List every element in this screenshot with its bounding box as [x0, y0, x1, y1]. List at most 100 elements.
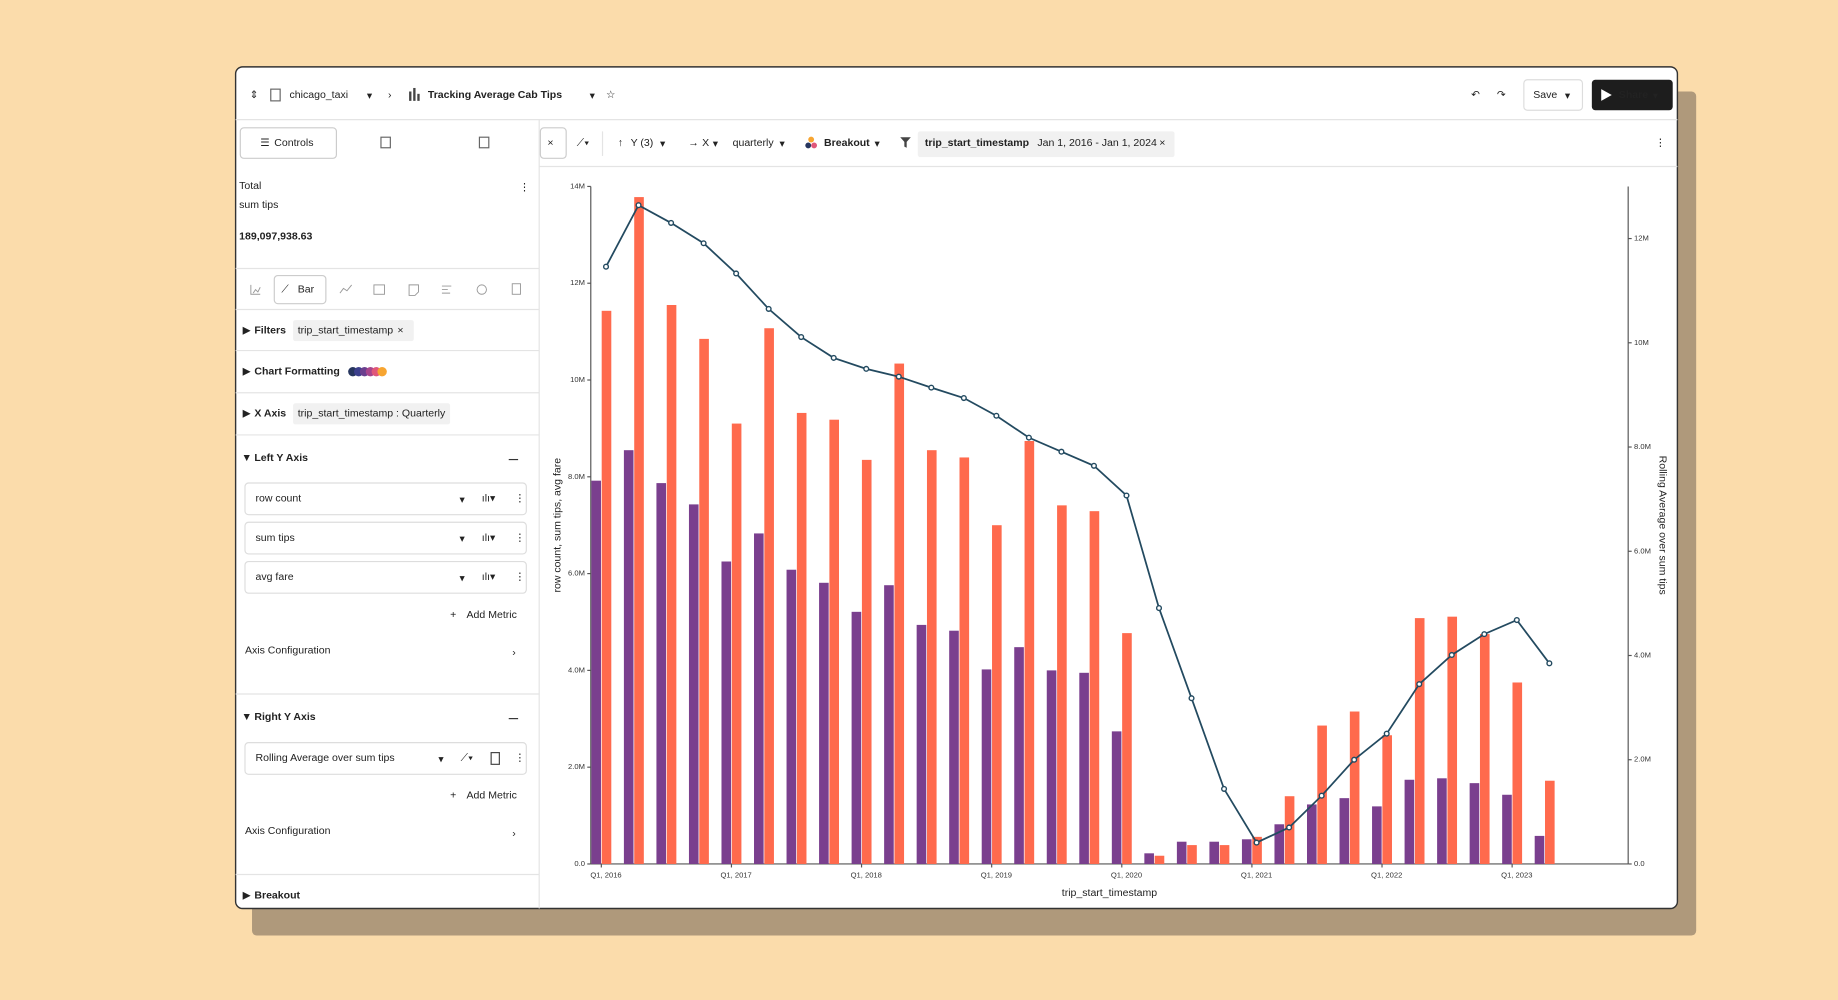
palette-swatch[interactable]	[348, 366, 387, 377]
bar	[819, 582, 829, 864]
metric-name[interactable]: Rolling Average over sum tips	[256, 752, 395, 764]
breakout-selector[interactable]: Breakout	[824, 137, 870, 149]
filters-label[interactable]: Filters	[254, 324, 286, 336]
bar	[699, 338, 709, 864]
expand-arrow[interactable]: ▶	[243, 365, 252, 377]
y2-tick-label: 6.0M	[1634, 546, 1651, 555]
chart-type-label[interactable]: Bar	[298, 283, 315, 295]
metric-menu[interactable]: ⋮	[515, 571, 526, 583]
metric-name[interactable]: sum tips	[256, 532, 295, 544]
save-label[interactable]: Save	[1533, 89, 1557, 101]
chart-menu[interactable]: ⋮	[1655, 137, 1666, 149]
caret[interactable]: ▾	[438, 753, 444, 765]
bar	[601, 310, 612, 864]
add-metric-button[interactable]: Add Metric	[467, 609, 517, 621]
controls-icon: ☰	[260, 137, 269, 149]
redo-button[interactable]: ↷	[1497, 89, 1506, 101]
line-point	[895, 373, 902, 380]
x-selector[interactable]: X	[702, 137, 709, 149]
bar	[861, 459, 872, 864]
metric-menu[interactable]: ⋮	[515, 493, 526, 505]
book-tab[interactable]	[380, 136, 391, 149]
series-type-icon[interactable]: ılı▾	[482, 532, 496, 544]
filter-chip-remove[interactable]: ×	[397, 324, 403, 336]
filter-chip[interactable]	[917, 131, 1175, 158]
series-type-icon[interactable]: ⟋▾	[461, 752, 474, 764]
format-icon[interactable]	[490, 752, 500, 765]
caret[interactable]: ▾	[460, 572, 466, 584]
chart-type-icons[interactable]	[250, 283, 521, 296]
bar	[1502, 794, 1512, 864]
bar	[666, 305, 677, 864]
bar	[1089, 511, 1100, 864]
title-caret[interactable]: ▾	[590, 90, 596, 102]
share-button[interactable]	[1591, 79, 1673, 111]
sort-icon[interactable]: ⇕	[250, 89, 259, 101]
bar-type-button[interactable]	[273, 274, 327, 305]
chart-style-menu[interactable]: ⟋▾	[577, 137, 590, 149]
x-axis-chip-label[interactable]: trip_start_timestamp : Quarterly	[298, 408, 446, 420]
filter-chip-label[interactable]: trip_start_timestamp	[298, 324, 394, 336]
controls-tab-label[interactable]: Controls	[274, 137, 313, 149]
metric-select[interactable]	[244, 482, 527, 516]
filter-field[interactable]: trip_start_timestamp	[925, 137, 1029, 149]
share-label[interactable]: Share	[1619, 89, 1648, 101]
metric-menu[interactable]: ⋮	[515, 752, 526, 764]
add-icon[interactable]: +	[450, 790, 456, 802]
expand-arrow[interactable]: ▶	[243, 408, 252, 420]
save-caret[interactable]: ▾	[1565, 90, 1571, 102]
caret[interactable]: ▾	[874, 138, 880, 150]
dataset-caret[interactable]: ▾	[367, 90, 373, 102]
bar	[656, 483, 667, 864]
metric-menu[interactable]: ⋮	[515, 532, 526, 544]
close-icon[interactable]: ×	[547, 137, 553, 149]
breakout-label[interactable]: Breakout	[254, 889, 300, 901]
controls-tab[interactable]	[239, 127, 338, 159]
collapse-arrow[interactable]: ▼	[241, 711, 251, 723]
y-selector[interactable]: Y (3)	[631, 137, 654, 149]
caret[interactable]: ▾	[660, 138, 666, 150]
favorite-star[interactable]: ☆	[606, 89, 616, 101]
axis-configuration[interactable]: Axis Configuration	[245, 644, 331, 656]
save-button[interactable]	[1523, 79, 1584, 111]
metric-name[interactable]: row count	[256, 493, 302, 505]
metric-select[interactable]	[244, 560, 527, 594]
layout-tab[interactable]	[478, 136, 490, 149]
breadcrumb-separator: ›	[388, 89, 392, 101]
caret[interactable]: ▾	[460, 494, 466, 506]
bar	[1274, 824, 1285, 864]
filter-remove[interactable]: ×	[1159, 137, 1165, 149]
chevron[interactable]: ›	[512, 647, 516, 659]
right-y-axis-label[interactable]: Right Y Axis	[254, 711, 315, 723]
collapse-arrow[interactable]: ▼	[241, 452, 251, 464]
filter-chip[interactable]	[293, 320, 414, 342]
bar	[721, 561, 732, 864]
grain-selector[interactable]: quarterly	[733, 137, 775, 149]
metric-select[interactable]	[244, 521, 527, 555]
undo-button[interactable]: ↶	[1471, 89, 1480, 101]
line-point	[1221, 785, 1228, 792]
chart-formatting-label[interactable]: Chart Formatting	[254, 365, 339, 377]
total-menu[interactable]: ⋮	[519, 181, 530, 193]
add-icon[interactable]: +	[450, 609, 456, 621]
metric-name[interactable]: avg fare	[256, 571, 294, 583]
left-y-axis-label[interactable]: Left Y Axis	[254, 452, 308, 464]
expand-arrow[interactable]: ▶	[243, 324, 252, 336]
x-axis-label[interactable]: X Axis	[254, 408, 286, 420]
caret[interactable]: ▾	[460, 533, 466, 545]
filter-range[interactable]: Jan 1, 2016 - Jan 1, 2024	[1037, 137, 1157, 149]
caret[interactable]: ▾	[713, 138, 719, 150]
y-tick-label: 2.0M	[568, 762, 585, 771]
metric-select[interactable]	[244, 742, 527, 775]
add-metric-button[interactable]: Add Metric	[467, 790, 517, 802]
axis-configuration[interactable]: Axis Configuration	[245, 825, 331, 837]
dataset-name[interactable]: chicago_taxi	[290, 89, 349, 101]
close-button[interactable]	[539, 127, 567, 159]
share-caret[interactable]: ▾	[1653, 90, 1659, 102]
series-type-icon[interactable]: ılı▾	[482, 571, 496, 583]
caret[interactable]: ▾	[780, 138, 786, 150]
x-axis-chip[interactable]	[293, 403, 451, 425]
expand-arrow[interactable]: ▶	[243, 889, 252, 901]
series-type-icon[interactable]: ılı▾	[482, 493, 496, 505]
chevron[interactable]: ›	[512, 827, 516, 839]
